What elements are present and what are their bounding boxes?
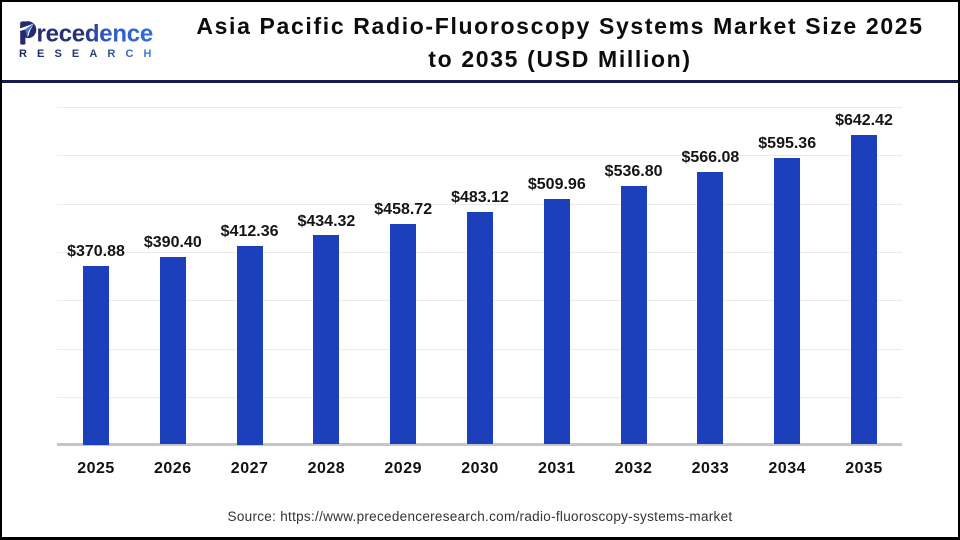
svg-text:RESEARCH: RESEARCH xyxy=(19,48,162,60)
svg-text:recedence: recedence xyxy=(37,21,154,48)
